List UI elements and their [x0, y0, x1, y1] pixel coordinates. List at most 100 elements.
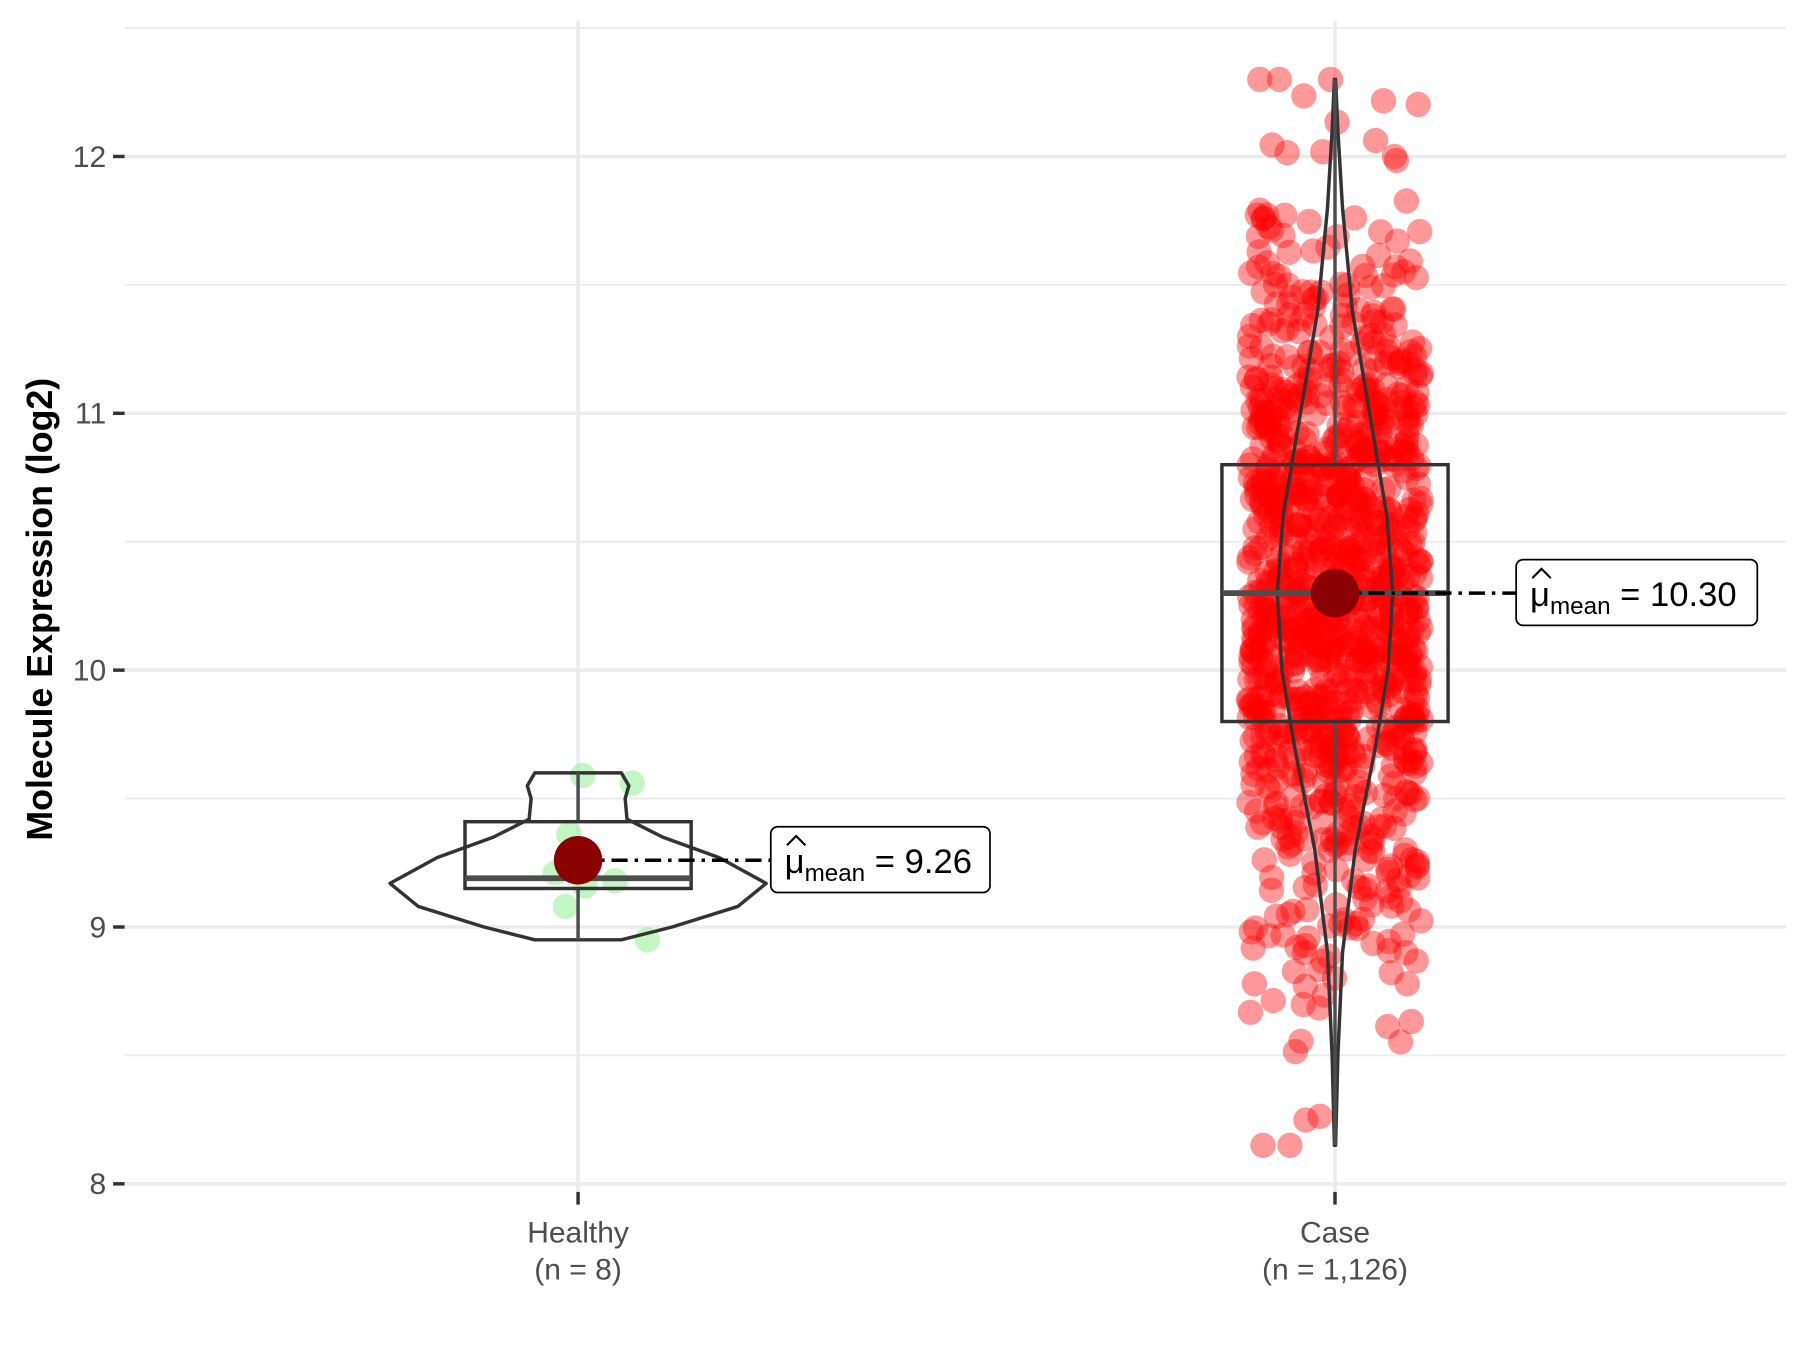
data-point [1237, 464, 1264, 491]
data-point [1306, 647, 1333, 673]
data-point [1259, 132, 1285, 158]
data-point [1247, 597, 1273, 623]
data-point [1236, 333, 1263, 359]
data-point [1350, 810, 1376, 836]
data-point [1301, 860, 1327, 886]
data-point [1295, 607, 1321, 634]
data-point [1334, 821, 1360, 847]
data-point [1328, 359, 1355, 385]
data-point [1249, 810, 1276, 836]
data-point [1282, 1038, 1309, 1065]
data-point [1302, 401, 1328, 427]
data-point [1329, 669, 1356, 696]
data-point [1383, 147, 1410, 174]
data-point [1367, 604, 1394, 630]
data-point [1381, 143, 1408, 170]
data-point [1302, 677, 1328, 703]
data-point [1236, 364, 1262, 390]
data-point [1405, 606, 1431, 633]
data-point [1275, 901, 1302, 928]
data-point [1396, 622, 1422, 648]
data-point [1348, 505, 1374, 531]
data-point [1353, 371, 1380, 398]
data-point [1285, 678, 1311, 705]
data-point [1374, 878, 1401, 904]
data-point [1398, 705, 1424, 732]
data-point [1393, 409, 1419, 435]
data-point [1254, 672, 1280, 699]
data-point [1358, 830, 1384, 856]
data-point [1281, 650, 1308, 676]
data-point [1299, 606, 1325, 633]
data-point [1297, 632, 1323, 658]
x-tick-label: Healthy [527, 1217, 629, 1250]
data-point [1283, 809, 1310, 836]
data-point [1262, 271, 1289, 298]
data-point [1373, 372, 1399, 398]
data-point [1245, 223, 1272, 250]
data-point [1350, 521, 1377, 548]
data-point [1257, 399, 1284, 426]
data-point [1308, 631, 1334, 657]
data-point [1243, 666, 1269, 693]
data-point [1282, 448, 1308, 475]
data-point [1385, 381, 1411, 407]
data-point [1399, 445, 1425, 472]
data-point [1375, 618, 1401, 644]
data-point [1238, 649, 1264, 675]
data-point [1382, 798, 1408, 824]
data-point [1276, 302, 1303, 328]
data-point [1360, 826, 1386, 852]
data-point [1401, 487, 1427, 514]
data-point [1301, 742, 1327, 769]
y-tick-label: 12 [73, 141, 106, 174]
data-point [1330, 796, 1357, 823]
data-point [1352, 679, 1378, 705]
data-point [1291, 939, 1318, 966]
data-point [1253, 202, 1280, 228]
data-point [1265, 427, 1292, 454]
data-point [1381, 556, 1408, 582]
data-point [1246, 664, 1272, 691]
data-point [1248, 534, 1275, 561]
data-point [1266, 385, 1292, 411]
data-point [1394, 422, 1420, 448]
x-tick-label: Case [1300, 1217, 1370, 1250]
data-point [1318, 790, 1345, 816]
data-point [1351, 486, 1378, 513]
data-point [1343, 677, 1369, 703]
data-point [1365, 242, 1392, 269]
data-point [1401, 561, 1428, 587]
data-point [1276, 823, 1302, 850]
mean-label: μmean = 10.30 [1530, 576, 1737, 620]
data-point [1400, 636, 1427, 662]
data-point [1237, 693, 1264, 719]
data-point [1373, 350, 1399, 376]
data-point [1341, 543, 1367, 570]
data-point [1319, 536, 1346, 563]
data-point [1356, 649, 1382, 675]
data-point [1251, 494, 1278, 520]
data-point [1315, 463, 1342, 490]
data-point [1395, 563, 1421, 589]
data-point [1302, 733, 1329, 760]
data-point [1253, 596, 1280, 623]
data-point [1287, 706, 1313, 732]
data-point [1322, 485, 1348, 512]
data-point [1246, 509, 1272, 535]
data-point [1243, 591, 1269, 618]
data-point [1251, 479, 1277, 505]
data-point [1326, 350, 1352, 376]
data-point [1394, 652, 1421, 679]
data-point [1266, 263, 1292, 289]
data-point [1247, 645, 1274, 672]
data-point [1389, 537, 1415, 564]
data-point [1335, 282, 1361, 308]
data-point [1370, 405, 1396, 431]
data-point [1386, 350, 1413, 377]
data-point [1403, 681, 1429, 707]
data-point [1245, 254, 1272, 280]
data-point [1268, 431, 1294, 458]
data-point [1381, 719, 1408, 745]
data-point [1402, 753, 1428, 779]
